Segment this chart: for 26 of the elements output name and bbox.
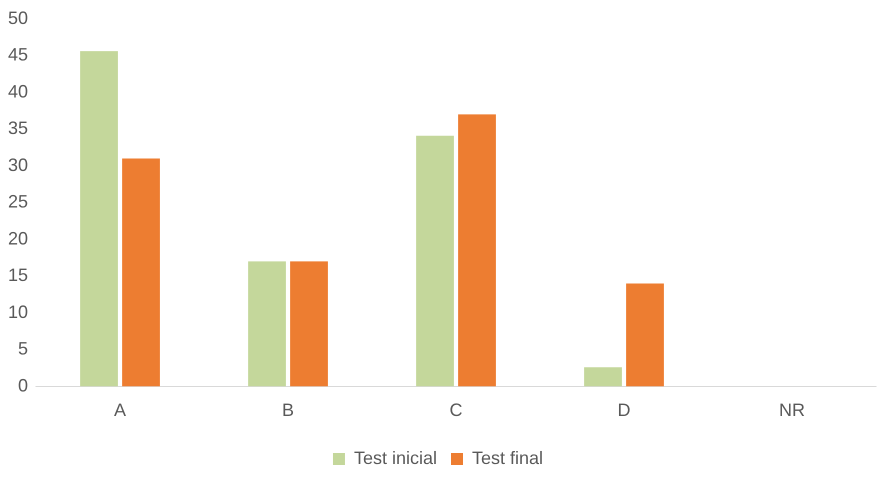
y-tick-label: 20 <box>8 228 28 248</box>
y-tick-label: 35 <box>8 118 28 138</box>
bar <box>248 261 286 386</box>
y-tick-label: 0 <box>18 375 28 396</box>
x-tick-label: C <box>450 400 463 420</box>
bar <box>458 114 496 386</box>
x-tick-label: NR <box>779 400 805 420</box>
y-tick-label: 40 <box>8 81 28 102</box>
y-tick-label: 50 <box>8 8 28 28</box>
y-tick-label: 15 <box>8 265 28 286</box>
legend-label: Test final <box>472 448 544 468</box>
bar <box>80 51 118 386</box>
y-tick-label: 5 <box>18 338 28 359</box>
bar <box>416 136 454 386</box>
y-tick-label: 25 <box>8 192 28 212</box>
y-tick-label: 10 <box>8 302 28 322</box>
bar <box>290 261 328 386</box>
y-tick-label: 30 <box>8 154 28 175</box>
bar <box>122 158 160 386</box>
legend-label: Test inicial <box>354 448 437 468</box>
x-tick-label: B <box>282 400 294 420</box>
y-tick-label: 45 <box>8 44 28 65</box>
x-tick-label: A <box>114 400 126 420</box>
bar <box>584 367 622 386</box>
bar <box>626 283 664 386</box>
x-tick-label: D <box>618 400 631 420</box>
